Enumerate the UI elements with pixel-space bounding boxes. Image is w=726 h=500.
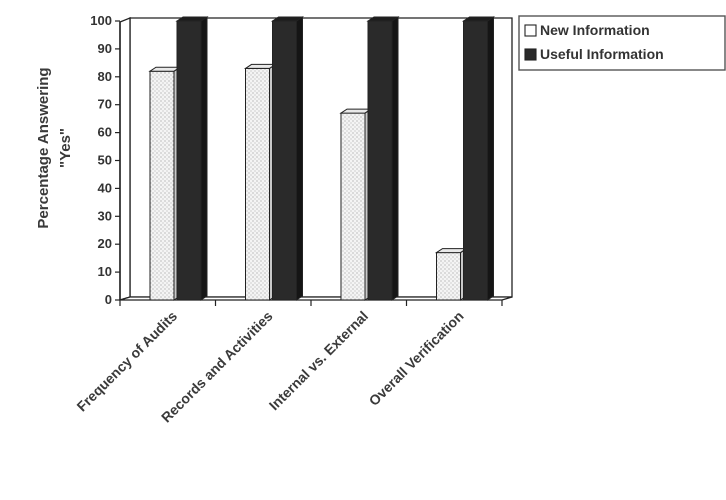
legend-label: New Information <box>540 22 650 38</box>
bar-front <box>272 20 297 301</box>
y-tick-label: 70 <box>98 97 112 112</box>
bar-useful-information <box>270 16 305 301</box>
x-tick-label: Frequency of Audits <box>73 308 180 415</box>
bar-side <box>391 16 399 301</box>
bar-new-information <box>243 63 278 301</box>
y-axis-title-line2: "Yes" <box>57 128 74 168</box>
x-tick-label: Internal vs. External <box>266 308 371 413</box>
x-tick-label: Records and Activities <box>158 308 276 426</box>
bar-front <box>176 20 202 301</box>
bar-top <box>434 248 469 254</box>
y-tick-label: 60 <box>98 125 112 140</box>
bar-new-information <box>339 108 373 301</box>
bar-top <box>175 16 209 22</box>
bar-front <box>340 112 366 301</box>
y-tick-label: 30 <box>98 208 112 223</box>
y-tick-label: 20 <box>98 236 112 251</box>
bar-side <box>487 16 494 301</box>
bar-side <box>296 16 303 301</box>
bar-top <box>270 16 305 22</box>
bar-front <box>463 20 488 301</box>
bars <box>148 16 496 301</box>
bar-front <box>436 252 461 301</box>
bar-top <box>339 108 373 114</box>
legend-swatch <box>524 24 537 37</box>
bar-side <box>200 16 208 301</box>
legend-box <box>518 15 726 71</box>
y-tick-label: 100 <box>90 13 112 28</box>
y-axis-title-line1: Percentage Answering <box>35 67 52 228</box>
legend-label: Useful Information <box>540 46 664 62</box>
bar-front <box>149 70 175 301</box>
x-tick-label: Overall Verification <box>366 308 467 409</box>
y-tick-label: 50 <box>98 153 112 168</box>
y-tick-label: 10 <box>98 264 112 279</box>
bar-useful-information <box>175 16 209 301</box>
bar-top <box>461 16 496 22</box>
y-tick-label: 40 <box>98 180 112 195</box>
y-axis: 0 10 20 30 40 50 60 70 80 90 100 <box>90 13 121 307</box>
y-tick-label: 90 <box>98 41 112 56</box>
y-tick-label: 80 <box>98 69 112 84</box>
bar-front <box>367 20 393 301</box>
bar-useful-information <box>461 16 496 301</box>
bar-new-information <box>148 66 182 301</box>
legend-swatch <box>524 48 537 61</box>
bar-top <box>366 16 400 22</box>
bar-useful-information <box>366 16 400 301</box>
bar-top <box>243 63 278 69</box>
y-tick-label: 0 <box>105 292 112 307</box>
bar-top <box>148 66 182 72</box>
bar-new-information <box>434 247 469 301</box>
y-axis-title: Percentage Answering "Yes" <box>35 67 74 228</box>
bar-front <box>245 67 270 301</box>
left-wall <box>119 17 131 301</box>
legend: New Information Useful Information <box>518 15 726 71</box>
